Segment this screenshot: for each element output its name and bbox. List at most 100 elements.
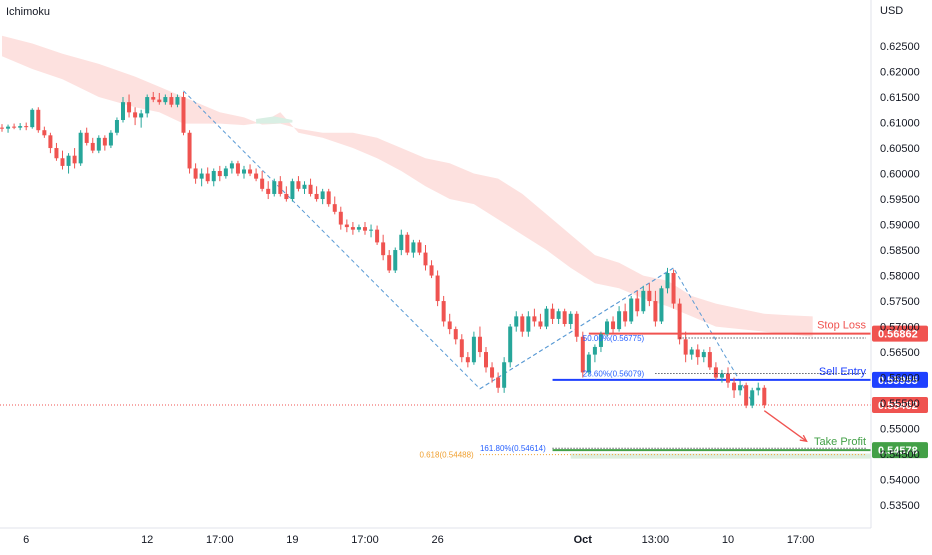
price-badge-value: 0.55462 [878, 400, 918, 412]
candle-body [659, 288, 664, 322]
candle-body [707, 352, 712, 368]
candle-body [199, 173, 204, 179]
candle-body [732, 382, 737, 391]
candle [586, 352, 591, 375]
candle [193, 163, 198, 184]
candle [617, 306, 622, 332]
candle [114, 117, 119, 136]
price-badge-bg [872, 396, 928, 413]
candle [6, 124, 11, 133]
candle [66, 153, 71, 174]
candle-body [102, 137, 107, 146]
candle [350, 222, 355, 235]
candle [756, 382, 761, 396]
candle [36, 107, 41, 133]
candle-body [114, 120, 119, 133]
candle [435, 270, 440, 307]
candle-body [756, 387, 761, 391]
candle-body [550, 308, 555, 319]
candle [732, 377, 737, 398]
candle-body [0, 127, 4, 129]
candle [169, 92, 174, 108]
candle-body [302, 184, 307, 189]
candle-body [641, 290, 646, 312]
y-tick-label: 0.58500 [880, 245, 920, 257]
candle [175, 94, 180, 108]
candle [320, 188, 325, 205]
y-tick-label: 0.58000 [880, 271, 920, 283]
candle [611, 316, 616, 335]
candle-body [181, 97, 186, 133]
candle-body [60, 158, 65, 166]
candle-body [42, 130, 47, 136]
candle-body [532, 316, 537, 322]
candle-body [326, 191, 331, 205]
candle [18, 123, 23, 131]
candle-body [538, 321, 543, 327]
candle [502, 357, 507, 393]
price-badge-value: 0.54578 [878, 445, 918, 457]
candle-body [762, 387, 767, 406]
candle [0, 124, 4, 132]
y-tick-label: 0.59500 [880, 194, 920, 206]
price-badge-value: 0.55955 [878, 375, 918, 387]
candle [635, 290, 640, 317]
candle [707, 346, 712, 370]
candle-body [611, 321, 616, 330]
time-axis: 6 12 17:00 19 17:00 26 Oct 13:00 10 17:00 [0, 527, 871, 546]
candle [332, 196, 337, 215]
candle-body [629, 298, 634, 322]
candle [127, 94, 132, 118]
candle [580, 331, 585, 378]
candle-body [217, 171, 222, 177]
candle [102, 135, 107, 151]
candle-body [12, 126, 17, 128]
candle-body [375, 229, 380, 243]
candle-body [617, 311, 622, 330]
stop-loss-label: Stop Loss [817, 320, 866, 332]
indicator-label[interactable]: Ichimoku [6, 6, 51, 18]
candle-body [556, 311, 561, 319]
trade-levels: Stop Loss 0.56862 Sell Entry 0.55955 Take Pr… [0, 320, 928, 459]
candle [647, 283, 652, 307]
candle-body [175, 97, 180, 105]
candle [229, 160, 234, 174]
candle-body [187, 132, 192, 169]
candle-body [24, 126, 29, 128]
candle [60, 150, 65, 170]
candle-body [544, 308, 549, 327]
candle-body [266, 188, 271, 194]
candle [544, 306, 549, 330]
x-tick-label: 26 [431, 534, 443, 546]
candle-body [350, 227, 355, 230]
candle-body [623, 311, 628, 322]
y-tick-label: 0.62500 [880, 41, 920, 53]
candle [338, 206, 343, 230]
candle-body [54, 148, 59, 159]
candle-body [254, 173, 259, 179]
candle [72, 148, 77, 169]
candle [108, 130, 113, 149]
candle-body [423, 252, 428, 266]
candle [121, 97, 125, 123]
y-tick-label: 0.56000 [880, 373, 920, 385]
fib-label: 50.00%(0.56775) [583, 334, 645, 343]
candle [405, 232, 410, 256]
candle-body [193, 168, 198, 179]
y-tick-label: 0.60500 [880, 143, 920, 155]
candle [151, 91, 156, 103]
candle-body [248, 169, 253, 174]
x-tick-label: 13:00 [642, 534, 670, 546]
candle-body [526, 316, 531, 332]
candle-body [66, 155, 71, 166]
take-profit-zone [570, 453, 871, 459]
candle [701, 349, 706, 363]
candle-body [393, 250, 398, 271]
candle [48, 132, 53, 154]
candle [683, 331, 688, 363]
candle [713, 362, 718, 381]
candle-body [108, 132, 113, 146]
candle [453, 326, 458, 345]
